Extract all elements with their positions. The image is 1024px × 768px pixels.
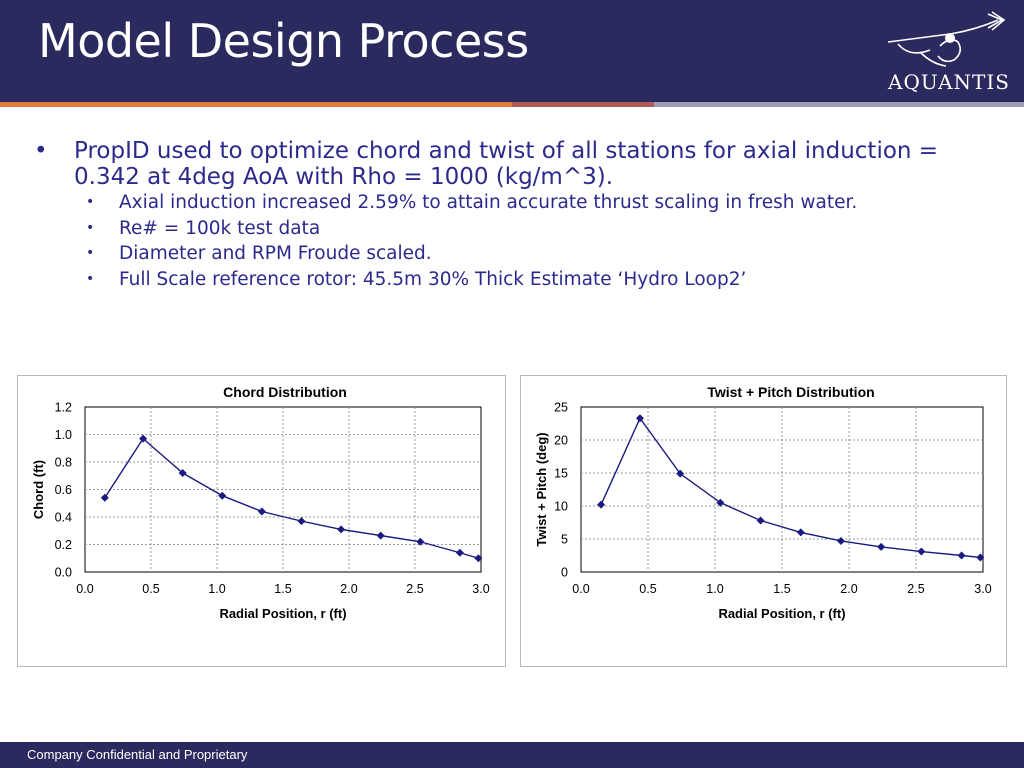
chart-title: Twist + Pitch Distribution (707, 384, 874, 400)
x-tick-label: 1.0 (706, 582, 723, 596)
data-point (756, 516, 765, 525)
x-tick-label: 0.0 (572, 582, 589, 596)
y-tick-label: 0.6 (55, 483, 72, 497)
twist-pitch-distribution-chart: 0.0 0.5 1.0 1.5 2.0 2.5 3.0 0 5 10 15 20 25 Twist + P… (534, 384, 992, 621)
bullet-sub-text: Full Scale reference rotor: 45.5m 30% Th… (119, 268, 747, 290)
footer-text: Company Confidential and Proprietary (27, 747, 248, 762)
bullet-list: • PropID used to optimize chord and twis… (34, 138, 1004, 292)
data-point (455, 548, 464, 557)
chart-title: Chord Distribution (223, 384, 347, 400)
y-tick-label: 15 (554, 467, 568, 481)
y-tick-label: 1.0 (55, 428, 72, 442)
twist-chart-frame: 0.0 0.5 1.0 1.5 2.0 2.5 3.0 0 5 10 15 20 25 Twist + P… (520, 375, 1007, 667)
slide-footer: Company Confidential and Proprietary (0, 742, 1024, 768)
bullet-dot: • (86, 219, 95, 236)
y-tick-label: 0.0 (55, 566, 72, 580)
header-stripe-orange (0, 102, 512, 107)
data-point (917, 547, 926, 556)
data-point (100, 493, 109, 502)
data-point (139, 434, 148, 443)
chord-distribution-chart: 0.0 0.5 1.0 1.5 2.0 2.5 3.0 0.0 0.2 0.4 0.6 0.8 1.0 1… (31, 384, 490, 621)
data-point (976, 553, 985, 562)
x-axis-label: Radial Position, r (ft) (718, 606, 845, 621)
data-point (796, 528, 805, 537)
bullet-main: • PropID used to optimize chord and twis… (34, 138, 1004, 190)
x-tick-label: 2.5 (907, 582, 924, 596)
y-tick-label: 1.2 (55, 401, 72, 415)
y-tick-label: 0 (561, 566, 568, 580)
x-tick-label: 1.5 (773, 582, 790, 596)
x-tick-label: 3.0 (974, 582, 991, 596)
x-tick-label: 3.0 (472, 582, 489, 596)
y-tick-label: 10 (554, 500, 568, 514)
x-tick-label: 0.0 (76, 582, 93, 596)
slide-title: Model Design Process (38, 14, 529, 68)
bullet-dot: • (86, 245, 95, 261)
y-tick-label: 0.4 (55, 511, 72, 525)
bullet-sub: • Re# = 100k test data (34, 216, 1004, 242)
y-tick-label: 20 (554, 434, 568, 448)
data-point (597, 500, 606, 509)
x-tick-label: 1.5 (274, 582, 291, 596)
y-axis-label: Chord (ft) (31, 460, 46, 519)
x-tick-label: 0.5 (142, 582, 159, 596)
data-point (178, 469, 187, 477)
data-point (836, 536, 845, 545)
y-tick-label: 0.8 (55, 456, 72, 470)
bullet-sub-text: Axial induction increased 2.59% to attai… (119, 192, 858, 213)
y-tick-label: 25 (554, 401, 568, 415)
x-tick-label: 2.5 (406, 582, 423, 596)
data-point (474, 554, 483, 563)
x-axis-label: Radial Position, r (ft) (219, 606, 346, 621)
header-stripe-red (512, 102, 654, 107)
data-point (337, 525, 346, 534)
data-point (716, 498, 725, 507)
bullet-main-text: PropID used to optimize chord and twist … (74, 138, 939, 190)
aquantis-logo (887, 11, 1006, 67)
data-point (376, 531, 385, 540)
data-point (957, 551, 966, 560)
bullet-dot: • (86, 194, 95, 210)
y-axis-label: Twist + Pitch (deg) (534, 432, 549, 546)
bullet-sub: • Full Scale reference rotor: 45.5m 30% … (34, 267, 1004, 293)
slide-header (0, 0, 1024, 102)
data-point (416, 537, 425, 546)
x-tick-label: 0.5 (639, 582, 656, 596)
data-point (877, 542, 886, 551)
bullet-dot: • (34, 138, 48, 164)
data-point (297, 517, 306, 526)
x-tick-label: 2.0 (840, 582, 857, 596)
chord-chart-frame: 0.0 0.5 1.0 1.5 2.0 2.5 3.0 0.0 0.2 0.4 0.6 0.8 1.0 1… (17, 375, 506, 667)
data-point (635, 414, 644, 423)
bullet-sub-text: Re# = 100k test data (119, 217, 321, 239)
bullet-sub-text: Diameter and RPM Froude scaled. (119, 243, 432, 264)
bullet-sub: • Axial induction increased 2.59% to att… (34, 190, 1004, 216)
data-point (257, 507, 266, 516)
data-point (676, 469, 685, 478)
y-tick-label: 5 (561, 533, 568, 547)
logo-text: AQUANTIS (888, 70, 1010, 94)
y-tick-label: 0.2 (55, 538, 72, 552)
header-stripe-gray (654, 102, 1024, 107)
x-tick-label: 1.0 (208, 582, 225, 596)
bullet-sub: • Diameter and RPM Froude scaled. (34, 241, 1004, 267)
data-point (218, 491, 227, 500)
x-tick-label: 2.0 (340, 582, 357, 596)
bullet-dot: • (86, 270, 95, 287)
